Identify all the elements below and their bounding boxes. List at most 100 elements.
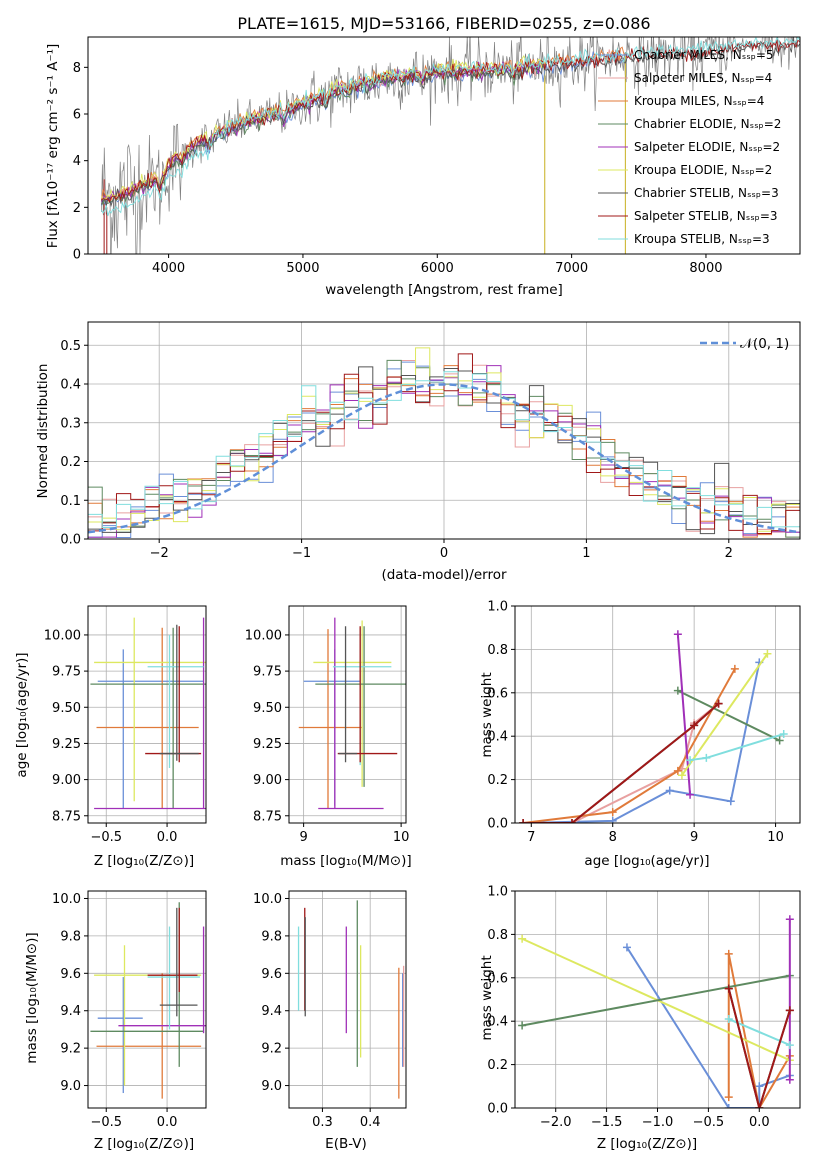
mass-Z-ytick-label: 9.8 [60, 929, 81, 944]
mw-age-marker-kroupa_miles [730, 664, 739, 673]
mw-age-line-kroupa_miles [523, 668, 736, 823]
spectrum-legend: Chabrier MILES, Nₛₛₚ=5 Salpeter MILES, Nₛ… [598, 48, 781, 246]
mw-Z-marker-salpeter_elodie [785, 1075, 794, 1084]
mw-Z-marker-chabrier_miles [755, 1082, 764, 1091]
mass-EBV-plot-area [289, 891, 406, 1108]
mw-age-marker-kroupa_elodie [763, 649, 772, 658]
mw-Z-marker-chabrier_miles [724, 1104, 733, 1108]
mass-EBV-xtick-label: 0.4 [360, 1115, 381, 1130]
mw-age-marker-salpeter_stelib [568, 819, 576, 823]
legend-label-salpeter_elodie: Salpeter ELODIE, Nₛₛₚ=2 [634, 140, 780, 154]
mass-Z-xlabel: Z [log₁₀(Z/Z⊙)] [94, 1136, 194, 1152]
mw-age-ylabel: mass weight [479, 672, 495, 757]
mw-age-marker-salpeter_elodie [686, 790, 695, 799]
mw-Z-ylabel: mass weight [479, 955, 495, 1040]
mass-Z-xtick-label: −0.5 [90, 1115, 122, 1130]
residual-xlabel: (data-model)/error [381, 567, 507, 583]
legend-label-salpeter_miles: Salpeter MILES, Nₛₛₚ=4 [634, 71, 772, 85]
mw-age-line-kroupa_elodie [681, 653, 769, 776]
mw-Z-line-salpeter_stelib [727, 988, 791, 1108]
mw-Z-marker-kroupa_stelib [724, 1015, 733, 1024]
mw-Z-marker-salpeter_stelib [755, 1104, 764, 1108]
mw-age-frame [514, 605, 801, 824]
residual-histogram-kroupa_stelib [88, 371, 800, 528]
mw-age-xlabel: age [log₁₀(age/yr)] [584, 853, 709, 869]
spectrum-ytick-label: 6 [73, 108, 81, 123]
residuals-ytick-label: 0.0 [60, 533, 81, 548]
mass-EBV-xlabel: E(B-V) [325, 1136, 367, 1152]
mw-age-marker-chabrier_miles [665, 786, 674, 795]
age-mass-ytick-label: 10.00 [245, 628, 282, 643]
mass-EBV-ytick-label: 9.6 [261, 967, 282, 982]
mw-Z-xtick-label: −0.5 [693, 1115, 725, 1130]
mw-Z-marker-kroupa_elodie [518, 934, 527, 943]
mass-EBV-ytick-label: 10.0 [253, 892, 282, 907]
mw-Z-ytick-label: 0.8 [487, 928, 508, 943]
mw-age-line-salpeter_stelib [523, 702, 720, 823]
age-Z-ytick-label: 10.00 [44, 628, 81, 643]
mass-Z-ytick-label: 10.0 [52, 892, 81, 907]
residual-ylabel: Normed distribution [35, 364, 51, 499]
mw-Z-line-kroupa_elodie [521, 937, 791, 1062]
legend-label-kroupa_elodie: Kroupa ELODIE, Nₛₛₚ=2 [634, 163, 772, 177]
mass-EBV-frame [288, 890, 407, 1109]
spectrum-xlabel: wavelength [Angstrom, rest frame] [325, 282, 563, 298]
age-Z-xtick-label: 0.0 [157, 830, 178, 845]
residuals-plot-area [88, 322, 800, 539]
mw-age-line-chabrier_miles [523, 662, 761, 823]
age-vs-mass-panel: 9 10 8.75 9.00 9.25 9.50 9.75 10.00 [245, 605, 409, 845]
age-mass-frame [288, 605, 407, 824]
mw-Z-frame [514, 890, 801, 1109]
mw-age-marker-chabrier_elodie [775, 736, 784, 745]
mass-Z-plot-area [88, 891, 206, 1108]
mw-Z-xtick-label: 0.0 [749, 1115, 770, 1130]
age-Z-ytick-label: 8.75 [52, 809, 81, 824]
mass-EBV-ytick-label: 9.8 [261, 929, 282, 944]
mw-age-xtick-label: 7 [527, 830, 535, 845]
mass-Z-ytick-label: 9.4 [60, 1004, 81, 1019]
mw-age-marker-salpeter_stelib [519, 819, 528, 823]
residuals-xtick-label: 2 [725, 546, 733, 561]
spectrum-panel: PLATE=1615, MJD=53166, FIBERID=0255, z=0… [45, 14, 801, 298]
mw-Z-ytick-label: 0.6 [487, 971, 508, 986]
age-mass-xlabel: mass [log₁₀(M/M⊙)] [280, 853, 411, 869]
mw-Z-xtick-label: −1.5 [591, 1115, 623, 1130]
model-spectrum-salpeter_elodie [101, 61, 546, 203]
massweight-vs-age-panel: 7 8 9 10 0.0 0.2 0.4 0.6 0.8 1.0 [487, 600, 801, 845]
mw-age-ytick-label: 0.0 [487, 817, 508, 832]
mw-Z-plot-area [515, 891, 800, 1108]
mw-age-marker-kroupa_stelib [779, 730, 788, 739]
mw-age-plot-area [515, 606, 800, 823]
residuals-xtick-label: −1 [292, 546, 311, 561]
mw-Z-marker-salpeter_elodie [785, 915, 794, 924]
mw-Z-marker-kroupa_stelib [785, 1041, 794, 1050]
mw-age-ytick-label: 0.2 [487, 773, 508, 788]
mw-age-ytick-label: 1.0 [487, 600, 508, 615]
mass-EBV-ytick-label: 9.4 [261, 1004, 282, 1019]
mass-Z-frame [87, 890, 207, 1109]
spectrum-xtick-label: 8000 [689, 261, 722, 276]
mass-vs-extinction-panel: 0.3 0.4 9.0 9.2 9.4 9.6 9.8 10.0 [253, 890, 407, 1130]
residuals-ytick-label: 0.3 [60, 416, 81, 431]
mw-Z-marker-chabrier_miles [622, 943, 631, 952]
mw-age-xtick-label: 10 [767, 830, 784, 845]
age-Z-frame [87, 605, 207, 824]
age-Z-xlabel: Z [log₁₀(Z/Z⊙)] [94, 853, 194, 869]
residual-legend: 𝒩(0, 1) [700, 336, 789, 352]
model-spectrum-chabrier_elodie [101, 60, 546, 206]
mw-age-marker-salpeter_stelib [690, 721, 699, 730]
mw-age-ytick-label: 0.8 [487, 643, 508, 658]
mw-Z-xlabel: Z [log₁₀(Z/Z⊙)] [597, 1136, 697, 1152]
legend-label-kroupa_miles: Kroupa MILES, Nₛₛₚ=4 [634, 94, 764, 108]
mw-age-xtick-label: 8 [609, 830, 617, 845]
age-mass-plot-area [289, 606, 406, 823]
mass-vs-metallicity-panel: −0.5 0.0 9.0 9.2 9.4 9.6 9.8 10.0 [52, 890, 207, 1130]
mass-EBV-ytick-label: 9.2 [261, 1042, 282, 1057]
residuals-ytick-label: 0.4 [60, 378, 81, 393]
mw-age-ytick-label: 0.6 [487, 686, 508, 701]
age-Z-xtick-label: −0.5 [90, 830, 122, 845]
spectrum-ytick-label: 2 [73, 201, 81, 216]
mw-Z-ytick-label: 0.2 [487, 1058, 508, 1073]
age-mass-ytick-label: 9.25 [253, 737, 282, 752]
